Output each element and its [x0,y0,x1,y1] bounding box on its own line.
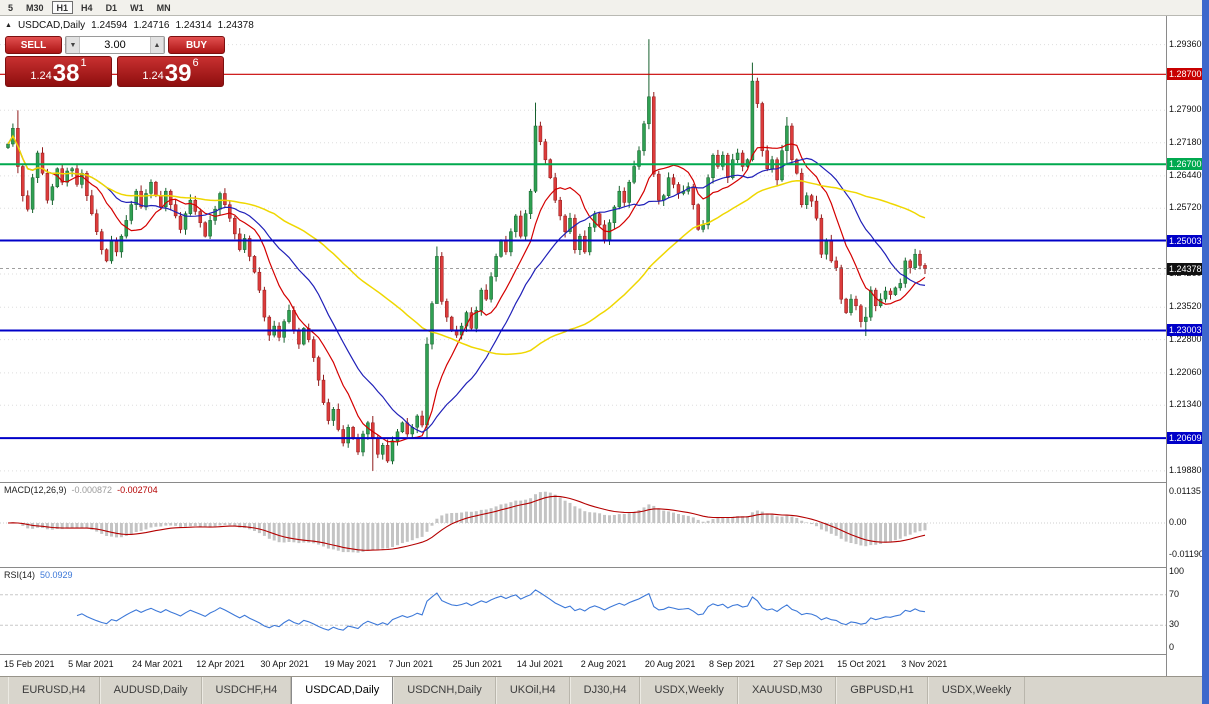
sell-button[interactable]: SELL [5,36,62,54]
price-tick-label: 1.26440 [1169,169,1202,180]
date-tick-label: 20 Aug 2021 [644,659,696,669]
timeframe-toolbar: 5 M30 H1 H4 D1 W1 MN [0,0,1202,16]
macd-axis-label: 0.00 [1169,517,1187,527]
price-axis[interactable]: 1.293601.279001.271801.264401.257201.242… [1166,16,1204,676]
rsi-axis-label: 0 [1169,642,1175,652]
sell-price-display[interactable]: 1.24 38 1 [5,56,112,87]
collapse-icon[interactable]: ▲ [5,22,12,29]
date-tick-label: 19 May 2021 [324,659,377,669]
chart-tab-usdx-weekly[interactable]: USDX,Weekly [640,677,738,704]
macd-label: MACD(12,26,9) [4,485,67,495]
price-tick-label: 1.22060 [1169,366,1202,377]
macd-panel[interactable]: MACD(12,26,9) -0.000872 -0.002704 [0,483,1166,568]
price-tick-label: 1.23520 [1169,301,1202,312]
chart-tab-xauusd-m30[interactable]: XAUUSD,M30 [737,677,837,704]
hline-price-label: 1.23003 [1167,324,1203,337]
one-click-trading-panel: SELL ▼ 3.00 ▲ BUY 1.24 38 1 1.24 39 6 [5,36,225,87]
timeframe-button-h4[interactable]: H4 [81,3,93,13]
rsi-panel[interactable]: RSI(14) 50.0929 [0,568,1166,655]
buy-price-point: 6 [192,57,199,69]
date-tick-label: 25 Jun 2021 [452,659,503,669]
hline-price-label: 1.26700 [1167,158,1203,171]
chart-tab-audusd-daily[interactable]: AUDUSD,Daily [99,677,202,704]
hline-price-label: 1.20609 [1167,432,1203,445]
chart-tab-bar: EURUSD,H4 AUDUSD,Daily USDCHF,H4 USDCAD,Dai… [0,676,1202,704]
date-tick-label: 7 Jun 2021 [388,659,434,669]
timeframe-button-h1[interactable]: H1 [51,1,74,14]
rsi-canvas[interactable] [0,568,1166,654]
rsi-label: RSI(14) [4,570,36,580]
rsi-axis-label: 30 [1169,619,1180,630]
chart-title: USDCAD,Daily [17,20,86,31]
price-tick-label: 1.19880 [1169,464,1202,475]
macd-main-value: -0.000872 [71,485,113,495]
macd-signal-value: -0.002704 [117,485,158,495]
date-tick-label: 2 Aug 2021 [580,659,627,669]
date-tick-label: 27 Sep 2021 [773,659,825,669]
date-tick-label: 8 Sep 2021 [708,659,756,669]
sell-price-point: 1 [80,57,87,69]
price-chart[interactable]: ▲ USDCAD,Daily 1.24594 1.24716 1.24314 1… [0,16,1166,483]
timeframe-button-mn[interactable]: MN [156,3,171,13]
price-tick-label: 1.27900 [1169,104,1202,115]
macd-canvas[interactable] [0,483,1166,567]
rsi-header: RSI(14) 50.0929 [4,570,73,580]
timeframe-button-5[interactable]: 5 [8,3,14,13]
rsi-axis-label: 70 [1169,588,1180,599]
timeframe-button-m30[interactable]: M30 [26,3,44,13]
date-tick-label: 14 Jul 2021 [516,659,564,669]
buy-price-display[interactable]: 1.24 39 6 [117,56,224,87]
chart-tab-eurusd-h4[interactable]: EURUSD,H4 [8,677,100,704]
date-tick-label: 3 Nov 2021 [901,659,948,669]
macd-header: MACD(12,26,9) -0.000872 -0.002704 [4,485,158,495]
rsi-value: 50.0929 [40,570,73,580]
chart-tab-dj30-h4[interactable]: DJ30,H4 [569,677,641,704]
timeframe-button-d1[interactable]: D1 [105,3,118,13]
timeframe-button-w1[interactable]: W1 [130,3,144,13]
date-tick-label: 30 Apr 2021 [260,659,309,669]
chart-header: ▲ USDCAD,Daily 1.24594 1.24716 1.24314 1… [5,20,254,31]
price-chart-canvas[interactable] [0,16,1166,482]
price-tick-label: 1.25720 [1169,202,1202,213]
date-tick-label: 15 Oct 2021 [837,659,887,669]
chart-tab-gbpusd-h1[interactable]: GBPUSD,H1 [836,677,928,704]
ohlc-close: 1.24378 [217,20,254,31]
chart-tab-usdchf-h4[interactable]: USDCHF,H4 [201,677,292,704]
chart-tab-usdcad-daily[interactable]: USDCAD,Daily [291,677,394,704]
date-tick-label: 12 Apr 2021 [196,659,245,669]
window-border [1202,0,1209,704]
chart-tab-usdcnh-daily[interactable]: USDCNH,Daily [393,677,496,704]
sell-price-pips: 38 [52,60,80,87]
date-tick-label: 24 Mar 2021 [132,659,183,669]
buy-button[interactable]: BUY [168,36,225,54]
ohlc-high: 1.24716 [133,20,170,31]
price-tick-label: 1.29360 [1169,38,1202,49]
chart-tab-usdx-weekly[interactable]: USDX,Weekly [927,677,1026,704]
volume-decrease-button[interactable]: ▼ [66,37,80,53]
hline-price-label: 1.25003 [1167,234,1203,247]
price-tick-label: 1.21340 [1169,399,1202,410]
buy-price-pips: 39 [164,60,192,87]
date-axis[interactable]: 15 Feb 2021 5 Mar 2021 24 Mar 2021 12 Apr 2… [0,655,1166,676]
price-tick-label: 1.27180 [1169,136,1202,147]
macd-axis-label: -0.01190 [1169,549,1204,560]
rsi-axis-label: 100 [1169,566,1185,576]
buy-price-prefix: 1.24 [142,70,164,82]
chart-tab-ukoil-h4[interactable]: UKOil,H4 [495,677,570,704]
date-tick-label: 5 Mar 2021 [68,659,114,669]
current-price-label: 1.24378 [1167,262,1203,275]
ohlc-open: 1.24594 [91,20,128,31]
macd-axis-label: 0.01135 [1169,486,1201,496]
volume-value[interactable]: 3.00 [104,39,126,51]
date-tick-label: 15 Feb 2021 [4,659,55,669]
sell-price-prefix: 1.24 [30,70,52,82]
price-tick-label: 1.22800 [1169,333,1202,344]
volume-increase-button[interactable]: ▲ [150,37,164,53]
hline-price-label: 1.28700 [1167,68,1203,81]
volume-stepper[interactable]: ▼ 3.00 ▲ [65,36,165,54]
ohlc-low: 1.24314 [175,20,212,31]
